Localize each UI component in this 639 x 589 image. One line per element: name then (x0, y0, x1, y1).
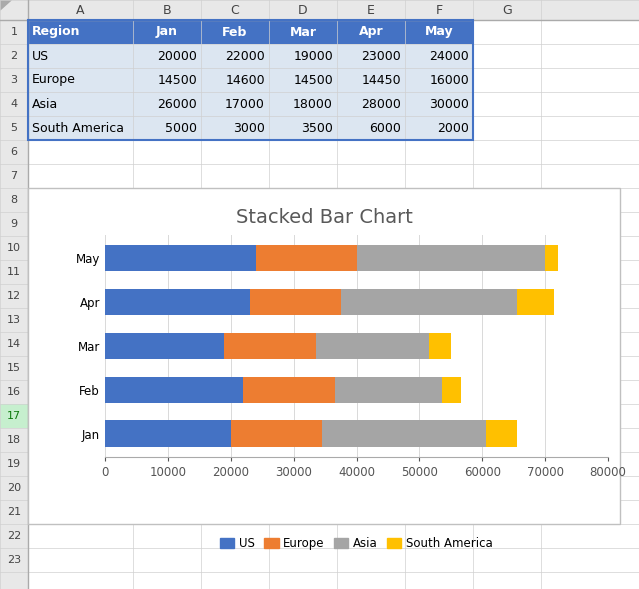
Text: C: C (231, 4, 240, 16)
Bar (429, 333, 451, 359)
Bar (28, 92, 473, 116)
Text: 6: 6 (10, 147, 17, 157)
Text: 1: 1 (10, 27, 17, 37)
Bar (0, 0, 639, 20)
Text: 3: 3 (10, 75, 17, 85)
Text: 14500: 14500 (293, 74, 333, 87)
Bar (243, 376, 335, 403)
Bar (105, 421, 231, 446)
Text: 14: 14 (7, 339, 21, 349)
Bar (28, 68, 473, 92)
Bar (442, 376, 461, 403)
Bar (231, 421, 322, 446)
Text: B: B (163, 4, 171, 16)
Bar (322, 421, 486, 446)
Text: 5000: 5000 (165, 121, 197, 134)
Text: 19: 19 (7, 459, 21, 469)
Text: 23: 23 (7, 555, 21, 565)
Text: Apr: Apr (358, 25, 383, 38)
Bar (28, 44, 473, 68)
Text: 20000: 20000 (157, 49, 197, 62)
Bar (341, 289, 517, 315)
Text: E: E (367, 4, 375, 16)
Text: A: A (76, 4, 85, 16)
Bar (0, 0, 28, 20)
Legend: US, Europe, Asia, South America: US, Europe, Asia, South America (215, 532, 498, 555)
Text: 18000: 18000 (293, 98, 333, 111)
Text: 26000: 26000 (157, 98, 197, 111)
Bar (486, 421, 517, 446)
Text: 11: 11 (7, 267, 21, 277)
Text: Asia: Asia (32, 98, 58, 111)
Text: 14450: 14450 (362, 74, 401, 87)
Text: US: US (32, 49, 49, 62)
Text: 19000: 19000 (293, 49, 333, 62)
Text: 21: 21 (7, 507, 21, 517)
Text: D: D (298, 4, 308, 16)
Text: 2: 2 (10, 51, 17, 61)
Text: 14500: 14500 (157, 74, 197, 87)
Text: 4: 4 (10, 99, 17, 109)
Bar (28, 20, 473, 140)
Text: 3500: 3500 (301, 121, 333, 134)
Bar (224, 333, 316, 359)
Text: 28000: 28000 (361, 98, 401, 111)
Text: 22000: 22000 (226, 49, 265, 62)
Bar (545, 245, 558, 272)
Bar (28, 20, 473, 44)
Text: 14600: 14600 (226, 74, 265, 87)
Bar (357, 245, 545, 272)
Bar (105, 289, 250, 315)
Bar (250, 289, 341, 315)
Text: 23000: 23000 (361, 49, 401, 62)
Bar (335, 376, 442, 403)
Text: 24000: 24000 (429, 49, 469, 62)
Bar (256, 245, 357, 272)
Text: Europe: Europe (32, 74, 76, 87)
Text: 8: 8 (10, 195, 17, 205)
Text: 5: 5 (10, 123, 17, 133)
Bar (517, 289, 555, 315)
Text: 3000: 3000 (233, 121, 265, 134)
Text: G: G (502, 4, 512, 16)
Text: South America: South America (32, 121, 124, 134)
Bar (105, 333, 224, 359)
Text: 6000: 6000 (369, 121, 401, 134)
Text: 20: 20 (7, 483, 21, 493)
Bar (28, 188, 620, 524)
Text: 10: 10 (7, 243, 21, 253)
Text: 30000: 30000 (429, 98, 469, 111)
Text: 16000: 16000 (429, 74, 469, 87)
Text: Feb: Feb (222, 25, 248, 38)
Bar (105, 376, 243, 403)
Text: 9: 9 (10, 219, 17, 229)
Text: Jan: Jan (156, 25, 178, 38)
Polygon shape (0, 0, 12, 10)
Text: 17000: 17000 (225, 98, 265, 111)
Text: 12: 12 (7, 291, 21, 301)
Text: 16: 16 (7, 387, 21, 397)
Bar (0, 0, 28, 589)
Text: 13: 13 (7, 315, 21, 325)
Text: May: May (425, 25, 453, 38)
Text: 15: 15 (7, 363, 21, 373)
Bar (316, 333, 429, 359)
Text: F: F (435, 4, 443, 16)
Text: 18: 18 (7, 435, 21, 445)
Text: 7: 7 (10, 171, 17, 181)
Text: Stacked Bar Chart: Stacked Bar Chart (236, 208, 412, 227)
Bar (0, 404, 28, 428)
Text: 22: 22 (7, 531, 21, 541)
Bar (105, 245, 256, 272)
Text: 17: 17 (7, 411, 21, 421)
Text: 2000: 2000 (437, 121, 469, 134)
Text: Region: Region (32, 25, 81, 38)
Text: Mar: Mar (289, 25, 316, 38)
Bar (28, 116, 473, 140)
